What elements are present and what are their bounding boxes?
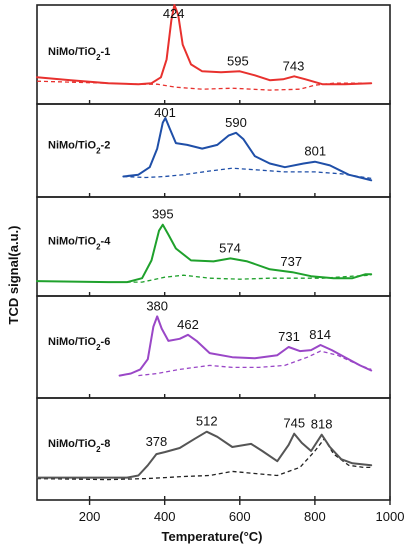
sample-label: NiMo/TiO2-6 <box>48 336 110 352</box>
peak-label: 743 <box>283 58 305 73</box>
sample-label-main: NiMo/TiO <box>48 140 97 152</box>
series-line-solid <box>36 223 373 284</box>
x-axis-title: Temperature(°C) <box>161 529 262 544</box>
sample-label-subscript: 2 <box>96 242 101 251</box>
sample-label: NiMo/TiO2-8 <box>48 438 110 454</box>
series-line-solid <box>118 315 373 377</box>
sample-label-subscript: 2 <box>96 53 101 62</box>
series-line-dashed <box>123 167 372 180</box>
sample-label-subscript: 2 <box>96 444 101 453</box>
panel-3: NiMo/TiO2-4 395 574 737 <box>36 196 391 297</box>
peak-label: 737 <box>280 254 302 269</box>
panel-5: NiMo/TiO2-8 378 512 745 818 <box>36 397 391 501</box>
peak-label: 424 <box>163 6 185 21</box>
peak-label: 595 <box>227 53 249 68</box>
sample-label: NiMo/TiO2-1 <box>48 46 110 62</box>
peak-label: 380 <box>146 298 168 313</box>
peak-label: 590 <box>225 115 247 130</box>
peak-label: 814 <box>309 327 331 342</box>
sample-label-suffix: -2 <box>101 140 111 152</box>
sample-label-subscript: 2 <box>96 342 101 351</box>
series-line-dashed <box>138 350 372 377</box>
sample-label-subscript: 2 <box>96 146 101 155</box>
x-tick-label: 400 <box>154 509 176 524</box>
sample-label-suffix: -6 <box>101 336 111 348</box>
series-line-solid <box>36 430 373 479</box>
peak-label: 731 <box>278 329 300 344</box>
peak-label: 395 <box>152 207 174 222</box>
panel-2: NiMo/TiO2-2 401 590 801 <box>36 103 391 198</box>
sample-label-main: NiMo/TiO <box>48 336 97 348</box>
peak-label: 801 <box>304 144 326 159</box>
y-axis-title: TCD signal(a.u.) <box>6 226 21 325</box>
x-axis: 200 400 600 800 1000 <box>79 500 405 524</box>
peak-label: 378 <box>146 434 168 449</box>
series-line-dashed <box>36 80 372 91</box>
peak-label: 462 <box>177 317 199 332</box>
series-line-solid <box>122 117 373 182</box>
peak-label: 574 <box>219 240 241 255</box>
panel-4: NiMo/TiO2-6 380 462 731 814 <box>36 295 391 399</box>
sample-label: NiMo/TiO2-2 <box>48 140 110 156</box>
peak-label: 818 <box>311 417 333 432</box>
x-tick-label: 1000 <box>376 509 405 524</box>
sample-label: NiMo/TiO2-4 <box>48 236 111 252</box>
series-line-solid <box>36 4 373 86</box>
sample-label-main: NiMo/TiO <box>48 46 97 58</box>
sample-label-main: NiMo/TiO <box>48 236 97 248</box>
x-tick-label: 200 <box>79 509 101 524</box>
peak-label: 512 <box>196 414 218 429</box>
sample-label-suffix: -8 <box>101 438 111 450</box>
sample-label-main: NiMo/TiO <box>48 438 97 450</box>
sample-label-suffix: -1 <box>101 46 111 58</box>
panel-1: NiMo/TiO2-1 424 595 743 <box>36 4 391 105</box>
panel-frame <box>36 397 391 501</box>
peak-label: 401 <box>154 105 176 120</box>
sample-label-suffix: -4 <box>101 236 112 248</box>
x-tick-label: 600 <box>229 509 251 524</box>
x-tick-label: 800 <box>304 509 326 524</box>
peak-label: 745 <box>283 416 305 431</box>
